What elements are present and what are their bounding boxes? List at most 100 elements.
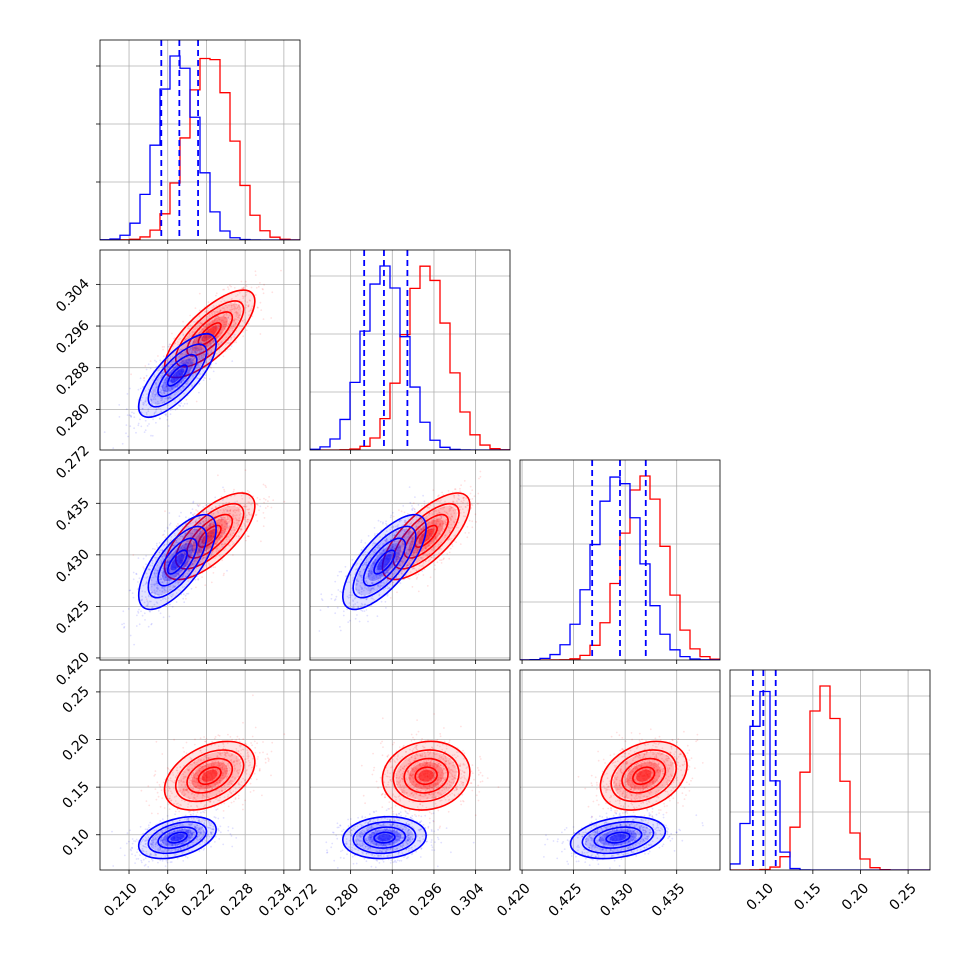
scatter-point [212,572,215,574]
scatter-point [339,629,342,632]
scatter-point [227,521,230,523]
scatter-point [212,340,214,342]
scatter-point [208,320,211,322]
scatter-point [168,569,171,572]
scatter-point [165,572,167,575]
scatter-point [180,382,183,385]
scatter-point [180,571,183,574]
scatter-point [160,410,163,412]
scatter-point [161,534,164,536]
scatter-point [209,344,212,347]
scatter-point [224,521,227,524]
scatter-point [205,336,208,338]
scatter-point [198,355,201,358]
scatter-point [263,517,266,519]
scatter-point [121,623,123,626]
scatter-point [164,569,167,571]
scatter-point [239,508,242,511]
scatter-point [223,543,226,546]
scatter-point [143,377,145,380]
scatter-point [228,519,231,521]
scatter-point [211,551,213,554]
scatter-point [182,385,185,387]
scatter-point [190,347,193,350]
scatter-point [257,307,259,309]
scatter-point [154,395,157,398]
scatter-point [248,497,251,499]
scatter-point [171,390,174,392]
scatter-point [198,382,201,385]
scatter-point [228,314,231,317]
scatter-point [169,544,172,547]
scatter-point [178,515,181,518]
scatter-point [223,510,226,512]
scatter-point [262,483,265,486]
scatter-point [194,357,196,360]
scatter-point [154,390,157,392]
scatter-point [169,522,172,525]
scatter-point [237,305,240,307]
scatter-point [224,313,226,316]
scatter-point [180,381,183,384]
scatter-point [159,578,162,580]
scatter-point [172,345,174,347]
scatter-point [186,592,188,595]
scatter-point [191,554,194,557]
scatter-point [240,280,243,283]
scatter-point [202,379,205,382]
scatter-point [158,579,161,581]
scatter-point [176,358,179,360]
scatter-point [197,505,200,508]
scatter-point [187,361,189,364]
scatter-point [181,545,184,547]
scatter-point [193,339,196,342]
scatter-point [165,561,168,564]
scatter-point [230,302,232,304]
scatter-point [153,603,156,606]
scatter-point [206,328,209,331]
scatter-point [183,536,185,539]
scatter-point [206,315,209,318]
scatter-point [198,562,201,564]
scatter-point [217,343,220,345]
scatter-point [196,510,199,512]
scatter-point [236,294,239,296]
scatter-point [238,299,241,301]
scatter-point [423,503,426,505]
scatter-point [218,504,221,507]
scatter-point [203,521,205,524]
scatter-point [267,500,269,503]
scatter-point [153,573,156,575]
scatter-point [158,367,160,370]
scatter-point [236,522,239,524]
scatter-point [168,343,171,346]
scatter-point [166,540,169,543]
scatter-point [155,576,158,578]
scatter-point [193,528,196,531]
scatter-point [242,319,244,322]
scatter-point [150,585,153,588]
scatter-point [216,310,219,313]
scatter-point [143,612,146,615]
scatter-point [222,319,225,322]
scatter-point [169,577,171,580]
scatter-point [158,542,161,544]
scatter-point [207,543,210,546]
scatter-point [455,541,457,543]
scatter-point [195,333,198,336]
scatter-point [231,540,234,543]
scatter-point [244,506,247,508]
scatter-point [165,377,168,380]
scatter-point [212,513,215,515]
scatter-point [155,408,158,411]
scatter-point [223,323,225,326]
scatter-point [187,533,190,535]
scatter-point [208,321,210,323]
scatter-point [185,377,188,379]
scatter-point [187,549,190,552]
scatter-point [189,554,191,557]
scatter-point [165,385,168,388]
scatter-point [204,374,207,376]
scatter-point [198,550,200,552]
scatter-point [216,522,219,525]
